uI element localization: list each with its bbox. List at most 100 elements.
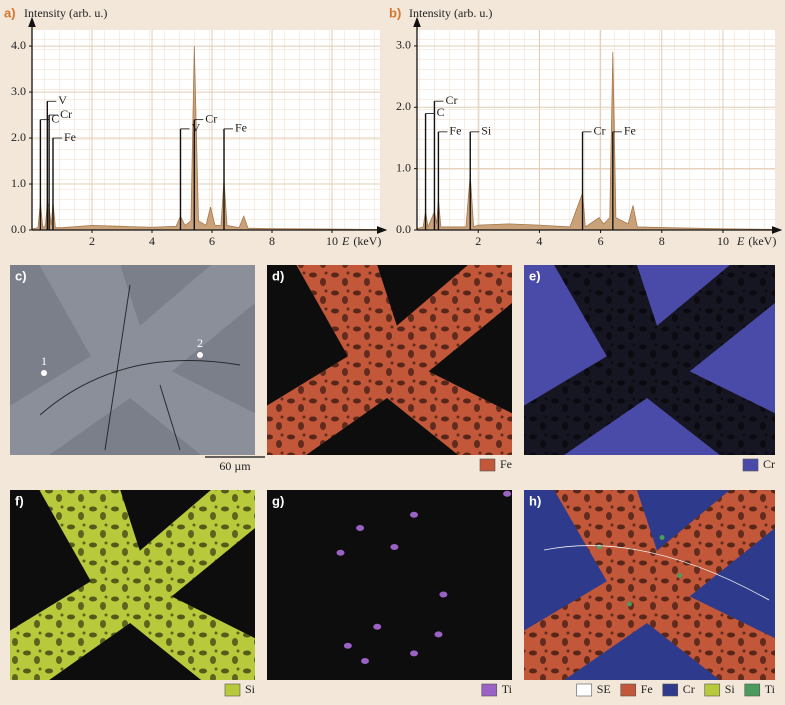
legend-swatch: [576, 683, 593, 697]
x-label-var: E: [736, 234, 745, 248]
x-tick-label: 10: [717, 234, 729, 248]
marker-label: Fe: [64, 130, 76, 144]
x-label-unit: (keV): [353, 234, 381, 248]
crack: [39, 284, 241, 451]
image-bg: [267, 490, 512, 680]
y-tick-label: 1.0: [11, 176, 26, 190]
y-tick-label: 3.0: [11, 84, 26, 98]
legend-label: SE: [597, 682, 611, 696]
marker-label: Si: [481, 124, 492, 138]
minor-grid: [32, 30, 380, 230]
legend-label: Si: [725, 682, 736, 696]
x-label-var: E: [341, 234, 350, 248]
marker-label: V: [58, 93, 67, 107]
panel-label: f): [15, 493, 24, 508]
marker-label: C: [51, 111, 59, 125]
x-tick-label: 6: [209, 234, 215, 248]
image-panel: g): [267, 490, 512, 680]
panel-label: e): [529, 268, 541, 283]
x-tick-label: 2: [89, 234, 95, 248]
image-panel: f): [10, 490, 255, 680]
marker-label: Cr: [205, 111, 217, 125]
crack: [543, 545, 770, 601]
ti-grain: [390, 544, 399, 550]
y-tick-label: 2.0: [396, 99, 411, 113]
point-label: 1: [41, 354, 47, 368]
ti-grain: [356, 525, 365, 531]
ti-grain: [373, 623, 382, 630]
marker-label: Fe: [449, 124, 461, 138]
marker-label: Cr: [594, 124, 606, 138]
point-marker: [197, 352, 203, 358]
marker-label: Cr: [445, 93, 457, 107]
y-axis-label: Intensity (arb. u.): [409, 6, 492, 20]
minor-grid: [417, 30, 775, 230]
y-tick-label: 3.0: [396, 38, 411, 52]
grain: [10, 265, 255, 455]
legend-label: Cr: [763, 457, 775, 471]
ti-grain: [626, 601, 632, 607]
ti-grain: [336, 549, 345, 556]
ti-grain: [596, 544, 602, 550]
marker-label: Cr: [60, 107, 72, 121]
y-tick-label: 0.0: [396, 222, 411, 236]
y-tick-label: 0.0: [11, 222, 26, 236]
marker-label: Fe: [235, 121, 247, 135]
ti-grain: [361, 658, 369, 664]
legend-swatch: [662, 683, 679, 697]
x-tick-label: 2: [475, 234, 481, 248]
phase-texture: [524, 265, 775, 455]
ti-grain: [410, 511, 418, 518]
marker-label: Fe: [624, 124, 636, 138]
legend-swatch: [742, 458, 759, 472]
legend-swatch: [479, 458, 496, 472]
legend-swatch: [224, 683, 241, 697]
panel-label: d): [272, 268, 284, 283]
legend-label: Ti: [502, 682, 513, 696]
image-panel: 1 2 c): [10, 265, 255, 455]
x-tick-label: 10: [326, 234, 338, 248]
phase-texture: [524, 490, 775, 680]
legend-swatch: [481, 683, 498, 697]
legend-swatch: [704, 683, 721, 697]
image-panel: e): [524, 265, 775, 455]
legend-label: Si: [245, 682, 256, 696]
ti-grain: [677, 573, 683, 578]
marker-label: V: [192, 121, 201, 135]
x-axis-label: E (keV): [341, 234, 381, 248]
panel-label: c): [15, 268, 27, 283]
y-tick-label: 4.0: [11, 38, 26, 52]
legend-label: Fe: [641, 682, 653, 696]
spectrum: [416, 52, 776, 231]
ti-grain: [343, 642, 352, 649]
legend-label: Cr: [683, 682, 695, 696]
legend-swatch: [620, 683, 637, 697]
x-tick-label: 4: [536, 234, 542, 248]
ti-grain: [659, 535, 665, 540]
panel-label: a): [4, 5, 16, 20]
panel-label: h): [529, 493, 541, 508]
ti-grain: [503, 490, 512, 497]
point-marker: [41, 370, 47, 376]
x-tick-label: 6: [598, 234, 604, 248]
x-label-unit: (keV): [748, 234, 776, 248]
legend-label: Fe: [500, 457, 512, 471]
point-label: 2: [197, 336, 203, 350]
ti-grain: [434, 631, 443, 638]
y-tick-label: 1.0: [396, 160, 411, 174]
x-tick-label: 4: [149, 234, 155, 248]
x-tick-label: 8: [269, 234, 275, 248]
ti-grain: [439, 591, 448, 598]
image-panel: h): [524, 490, 775, 680]
image-panel: d): [267, 265, 512, 455]
legend-swatch: [744, 683, 761, 697]
x-axis-label: E (keV): [736, 234, 776, 248]
scale-bar-label: 60 µm: [219, 459, 251, 473]
phase-texture: [267, 265, 512, 455]
x-tick-label: 8: [659, 234, 665, 248]
y-tick-label: 2.0: [11, 130, 26, 144]
marker-label: C: [437, 105, 445, 119]
legend-label: Ti: [765, 682, 776, 696]
panel-label: b): [389, 5, 401, 20]
